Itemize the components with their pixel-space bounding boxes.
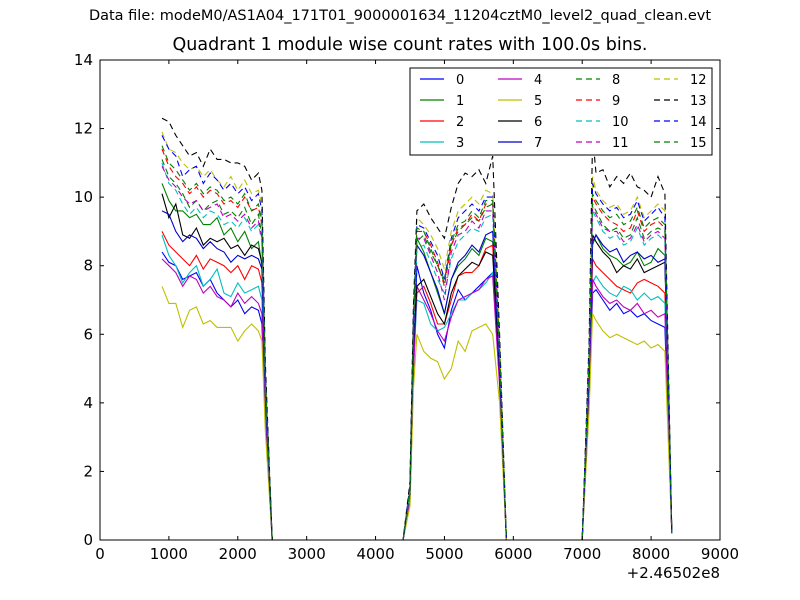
series-line-4 [161,258,673,541]
series-line-10 [161,162,673,541]
legend-label-3: 3 [456,136,464,151]
x-tick-label: 5000 [425,545,463,563]
y-tick-label: 0 [83,531,93,549]
x-tick-label: 3000 [288,545,326,563]
series-line-1 [161,183,673,541]
figure-suptitle: Data file: modeM0/AS1A04_171T01_90000016… [88,8,712,24]
y-tick-label: 6 [83,325,93,343]
chart-title: Quadrant 1 module wise count rates with … [172,35,648,55]
y-tick-label: 12 [74,120,93,138]
series-line-0 [161,251,673,541]
x-tick-label: 4000 [356,545,394,563]
legend-label-7: 7 [534,136,542,151]
x-tick-label: 8000 [632,545,670,563]
series-line-7 [161,210,673,541]
series-line-15 [161,145,673,541]
y-tick-label: 8 [83,257,93,275]
legend-label-8: 8 [612,73,620,88]
legend-label-9: 9 [612,94,620,109]
series-line-9 [161,148,673,541]
x-tick-label: 1000 [150,545,188,563]
legend-label-13: 13 [690,94,707,109]
x-offset-label: +2.46502e8 [627,564,720,582]
legend-label-14: 14 [690,115,707,130]
series-line-2 [161,231,673,541]
legend-label-12: 12 [690,73,707,88]
series-line-12 [161,131,673,541]
series-line-8 [161,159,673,541]
legend-box [409,67,713,156]
x-tick-label: 9000 [701,545,739,563]
legend-label-5: 5 [534,94,542,109]
x-tick-label: 2000 [219,545,257,563]
series-line-11 [161,166,673,541]
y-tick-label: 14 [74,51,93,69]
series-line-13 [161,117,673,541]
legend-label-0: 0 [456,73,464,88]
x-tick-label: 7000 [563,545,601,563]
series-layer [161,117,673,541]
legend-label-6: 6 [534,115,542,130]
legend-label-4: 4 [534,73,542,88]
series-line-6 [161,193,673,541]
y-tick-label: 4 [83,394,93,412]
legend-label-2: 2 [456,115,464,130]
legend-label-15: 15 [690,136,707,151]
legend-label-11: 11 [612,136,629,151]
series-line-5 [161,286,673,541]
y-tick-label: 10 [74,188,93,206]
x-tick-label: 0 [95,545,105,563]
ticks-layer: 0 1000 2000 3000 4000 5000 6000 7000 8000 9000 0 2 4… [74,51,739,563]
x-tick-label: 6000 [494,545,532,563]
legend-label-10: 10 [612,115,629,130]
series-line-14 [161,135,673,541]
legend-label-1: 1 [456,94,464,109]
plot-frame [99,59,721,541]
y-tick-label: 2 [83,462,93,480]
